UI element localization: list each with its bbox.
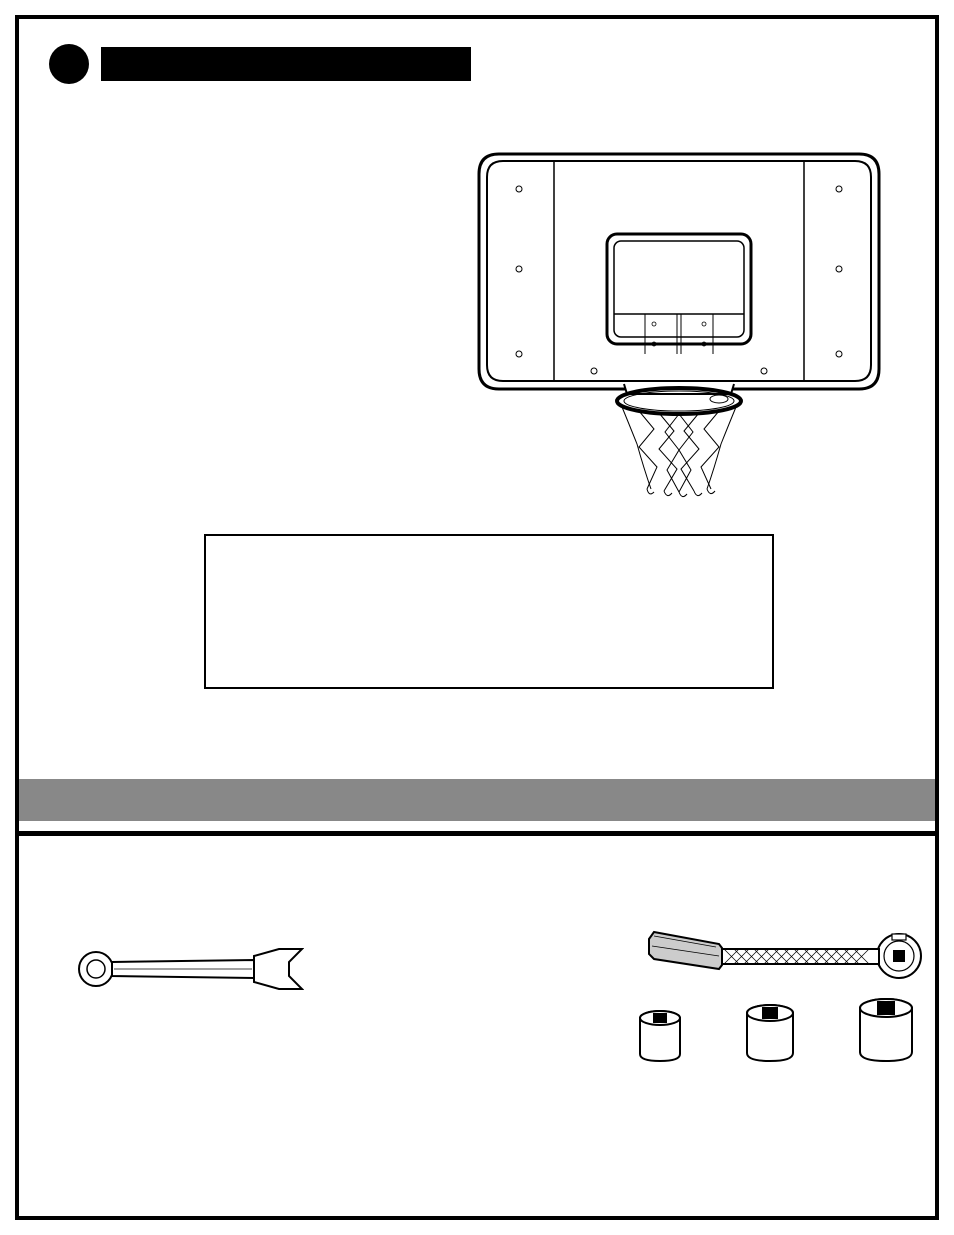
section-separator-line [19, 831, 935, 836]
ratchet-icon [644, 924, 924, 984]
socket-medium-icon [743, 1002, 797, 1064]
socket-large-icon [856, 996, 916, 1064]
wrench-icon [74, 944, 304, 994]
step-indicator-dot [49, 44, 89, 84]
socket-small-icon [636, 1008, 684, 1064]
header-black-bar [101, 47, 471, 81]
header-row [19, 19, 935, 94]
section-separator-gray [19, 779, 935, 821]
tools-section [19, 869, 935, 1216]
page-border [15, 15, 939, 1220]
info-box [204, 534, 774, 689]
socket-row [636, 999, 916, 1064]
backboard-illustration [459, 139, 899, 519]
